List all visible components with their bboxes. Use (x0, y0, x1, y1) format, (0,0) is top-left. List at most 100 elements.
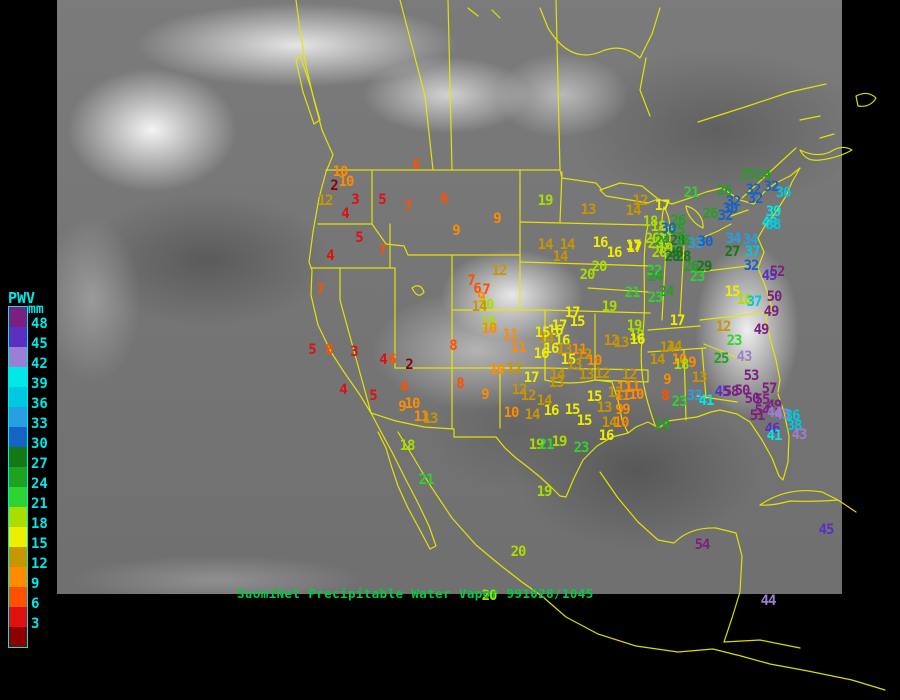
station-value: 55 (754, 392, 771, 408)
station-value: 10 (613, 415, 630, 431)
station-value: 16 (554, 333, 571, 349)
station-value: 14 (536, 393, 553, 409)
station-value: 28 (664, 249, 681, 265)
station-value: 50 (766, 289, 783, 305)
station-value: 16 (543, 403, 560, 419)
station-value: 15 (576, 413, 593, 429)
station-value: 29 (696, 259, 713, 275)
station-value: 5 (369, 388, 378, 404)
station-value: 22 (646, 263, 663, 279)
station-value: 43 (791, 427, 808, 443)
station-value: 9 (477, 290, 486, 306)
station-value: 49 (753, 322, 770, 338)
station-value: 10 (404, 396, 421, 412)
station-value: 26 (670, 213, 687, 229)
station-value: 8 (325, 342, 334, 358)
station-value: 18 (736, 292, 753, 308)
station-value: 33 (687, 236, 704, 252)
station-value: 9 (615, 402, 624, 418)
station-value: 32 (743, 258, 760, 274)
west-coast-line (308, 154, 372, 414)
station-value: 49 (766, 398, 783, 414)
pwv-legend: PWV mm 48 45 42 39 36 33 30 27 24 21 18 15 12 9 6 3 (6, 289, 64, 669)
station-value: 39 (765, 204, 782, 220)
station-value: 23 (647, 290, 664, 306)
station-value: 7 (467, 273, 476, 289)
station-value: 28 (669, 233, 686, 249)
station-value: 45 (761, 268, 778, 284)
legend-segment (9, 407, 27, 427)
station-value: 21 (624, 285, 641, 301)
small-lakes-line (467, 7, 501, 19)
station-value: 12 (603, 333, 620, 349)
image-caption: SuomiNet Precipitable Water Vapor 991028… (237, 586, 594, 601)
station-value: 30 (697, 234, 714, 250)
station-value: 18 (650, 219, 667, 235)
legend-label: 6 (31, 596, 40, 612)
station-value: 32 (717, 208, 734, 224)
station-value: 58 (723, 384, 740, 400)
station-value: 16 (543, 341, 560, 357)
station-value: 6 (473, 281, 482, 297)
station-value: 16 (592, 235, 609, 251)
station-value: 13 (578, 367, 595, 383)
station-value: 52 (769, 264, 786, 280)
legend-label: 45 (31, 336, 48, 352)
station-value: 9 (688, 355, 697, 371)
station-value: 23 (726, 333, 743, 349)
station-value: 2 (330, 178, 339, 194)
station-value: 16 (533, 346, 550, 362)
station-value: 25 (739, 167, 756, 183)
legend-segment (9, 607, 27, 627)
station-value: 15 (586, 389, 603, 405)
station-value: 17 (669, 313, 686, 329)
lake-ontario-line (730, 209, 749, 217)
station-value: 9 (452, 223, 461, 239)
station-value: 11 (616, 380, 633, 396)
station-value: 24 (647, 269, 664, 285)
station-value: 26 (675, 233, 692, 249)
station-value: 24 (654, 417, 671, 433)
station-value: 34 (725, 231, 742, 247)
station-value: 19 (657, 241, 674, 257)
station-value: 14 (666, 339, 683, 355)
station-value: 25 (669, 222, 686, 238)
station-value: 9 (481, 387, 490, 403)
station-value: 24 (755, 167, 772, 183)
station-value: 32 (745, 182, 762, 198)
legend-segment (9, 307, 27, 327)
legend-segment (9, 547, 27, 567)
bc-coast-line (295, 0, 334, 156)
station-value: 20 (651, 245, 668, 261)
station-value: 6 (440, 191, 449, 207)
station-value: 36 (784, 408, 801, 424)
station-value: 30 (660, 221, 677, 237)
station-value: 12 (607, 385, 624, 401)
station-value: 41 (766, 428, 783, 444)
legend-title: PWV (8, 289, 36, 307)
station-value: 20 (658, 224, 675, 240)
station-value: 15 (560, 352, 577, 368)
station-value: 28 (667, 245, 684, 261)
station-value: 46 (764, 421, 781, 437)
mexico-pacific-coast-line (397, 431, 886, 691)
station-value: 41 (698, 393, 715, 409)
station-value: 24 (658, 284, 675, 300)
station-value: 9 (493, 211, 502, 227)
station-value: 21 (538, 437, 555, 453)
legend-segment (9, 587, 27, 607)
station-value: 18 (480, 315, 497, 331)
station-value: 7 (316, 282, 325, 298)
station-value: 14 (649, 352, 666, 368)
station-value: 20 (647, 236, 664, 252)
lake-superior-outline (599, 182, 659, 204)
cuba-outline (759, 489, 857, 513)
station-value: 8 (661, 388, 670, 404)
station-value: 7 (482, 282, 491, 298)
station-value: 12 (632, 193, 649, 209)
station-value: 19 (536, 484, 553, 500)
station-value: 14 (524, 407, 541, 423)
legend-label: 33 (31, 416, 48, 432)
station-value: 10 (671, 352, 688, 368)
